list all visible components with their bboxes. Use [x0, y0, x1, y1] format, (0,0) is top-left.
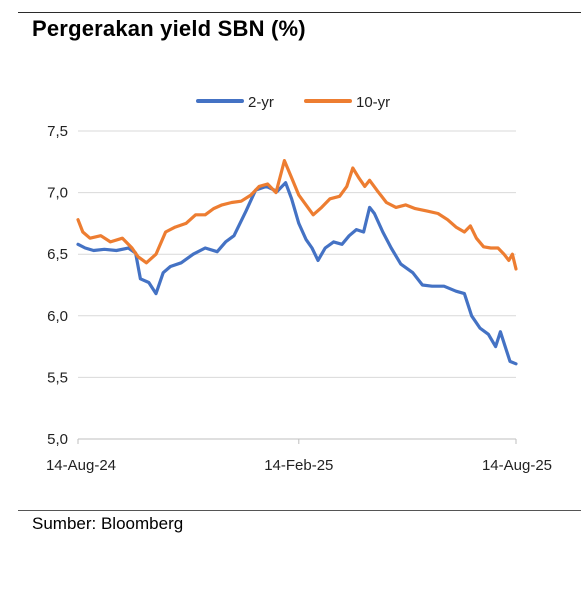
y-tick-label: 5,5	[47, 369, 68, 386]
legend-label: 2-yr	[248, 94, 274, 111]
y-tick-label: 7,5	[47, 123, 68, 140]
bottom-rule	[18, 510, 581, 511]
x-tick-label: 14-Aug-25	[482, 457, 552, 474]
legend: 2-yr 10-yr	[196, 94, 390, 111]
y-tick-label: 6,0	[47, 308, 68, 325]
series-line-10-yr	[76, 159, 518, 271]
series-lines	[76, 159, 518, 366]
y-tick-label: 6,5	[47, 246, 68, 263]
y-tick-label: 5,0	[47, 431, 68, 448]
gridlines	[78, 130, 516, 378]
x-tick-label: 14-Feb-25	[264, 457, 333, 474]
x-tick-label: 14-Aug-24	[46, 457, 116, 474]
axes: 7,5 7,0 6,5 6,0 5,5 5,0 14-Aug-24 14-Feb-25 14-A…	[46, 123, 552, 474]
legend-label: 10-yr	[356, 94, 390, 111]
chart-title: Pergerakan yield SBN (%)	[32, 16, 306, 41]
source-note: Sumber: Bloomberg	[32, 514, 184, 533]
series-line-2-yr	[76, 181, 518, 366]
y-tick-label: 7,0	[47, 185, 68, 202]
top-rule	[18, 12, 581, 13]
